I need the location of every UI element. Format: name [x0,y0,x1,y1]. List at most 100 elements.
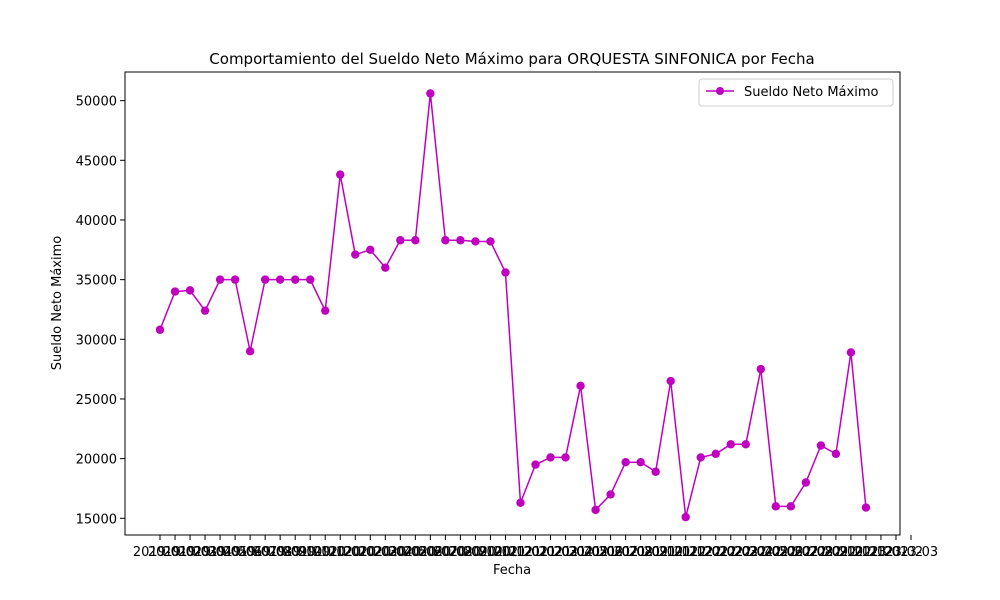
y-tick-label: 30000 [76,333,117,348]
x-tick-label: 2020-02 [328,545,382,560]
x-tick-label: 2021-10 [628,545,682,560]
data-point [170,287,180,296]
data-point [591,505,600,515]
legend: Sueldo Neto Máximo [698,78,894,107]
data-point [786,502,796,511]
data-point [861,503,871,512]
x-tick-label: 2022-09 [794,545,848,560]
data-point [185,286,195,295]
data-point [456,236,465,245]
data-point [651,467,660,476]
data-point [666,376,675,386]
legend-marker-swatch [716,87,724,95]
y-axis: 15000 20000 25000 30000 35000 40000 45000 50000 [76,95,125,527]
data-point [321,306,330,315]
data-point [290,275,300,284]
x-tick-label: 2021-04 [538,545,592,560]
data-point [801,478,811,487]
data-point [816,441,826,450]
data-point [260,275,270,284]
x-tick-label: 2021-09 [613,545,667,560]
x-tick-label: 2021-07 [583,545,637,560]
x-tick-label: 2021-12 [659,545,713,560]
x-tick-label: 2019-06 [208,545,262,560]
data-point [501,268,510,277]
x-tick-label: 2022-11 [824,545,878,560]
x-tick-label: 2020-10 [448,545,502,560]
data-point [200,306,210,315]
axes-frame [124,71,901,536]
data-point [215,275,225,284]
x-tick-label: 2019-11 [283,545,337,560]
x-tick-label: 2019-07 [223,545,277,560]
x-tick-label: 2019-01 [133,545,187,560]
data-point [621,458,630,467]
data-point [711,449,720,459]
data-point [396,236,405,245]
chart-title: Comportamiento del Sueldo Neto Máximo pa… [209,50,814,68]
data-point [471,237,480,246]
x-tick-label: 2020-12 [478,545,532,560]
x-tick-label: 2019-04 [178,545,232,560]
data-point [351,250,360,259]
data-point [230,275,240,284]
x-tick-label: 2019-08 [238,545,292,560]
x-tick-label: 2020-06 [388,545,442,560]
data-point [155,325,165,334]
data-point [696,453,705,462]
x-axis: 2019-012019-022019-032019-042019-052019-… [133,535,938,560]
y-tick-label: 40000 [76,214,117,229]
x-tick-label: 2022-02 [689,545,743,560]
x-tick-label: 2022-12 [839,545,893,560]
y-tick-label: 15000 [76,512,117,527]
y-tick-label: 25000 [76,393,117,408]
x-tick-label: 2020-01 [313,545,367,560]
data-point [336,170,345,179]
x-tick-label: 2019-02 [148,545,202,560]
x-tick-label: 2019-10 [268,545,322,560]
data-point [245,347,255,356]
data-point [636,458,645,467]
x-tick-label: 2021-03 [523,545,577,560]
x-tick-label: 2020-11 [463,545,517,560]
x-tick-label: 2021-01 [493,545,547,560]
x-tick-label: 2022-04 [719,545,773,560]
x-tick-label: 2023-03 [884,545,938,560]
x-tick-label: 2023-02 [869,545,923,560]
data-point [486,237,495,246]
data-point [681,512,690,522]
legend-label: Sueldo Neto Máximo [744,85,878,100]
x-tick-label: 2021-11 [644,545,698,560]
data-point [516,498,525,507]
x-tick-label: 2020-07 [403,545,457,560]
x-tick-label: 2022-08 [779,545,833,560]
x-tick-label: 2020-04 [358,545,412,560]
y-axis-label: Sueldo Neto Máximo [50,236,65,370]
legend-box [698,78,894,107]
data-point [576,381,585,391]
x-tick-label: 2022-05 [734,545,788,560]
y-tick-label: 45000 [76,154,117,169]
x-tick-label: 2022-03 [704,545,758,560]
data-point [741,440,750,449]
data-point [366,245,375,255]
x-tick-label: 2022-01 [674,545,728,560]
data-point [275,275,285,284]
x-tick-label: 2021-05 [553,545,607,560]
data-point [831,449,841,459]
y-tick-label: 50000 [76,95,117,110]
x-tick-label: 2020-05 [373,545,427,560]
x-tick-label: 2019-05 [193,545,247,560]
data-point [306,275,315,284]
x-tick-label: 2019-09 [253,545,307,560]
x-tick-label: 2020-09 [433,545,487,560]
data-point [531,460,540,469]
data-point [411,236,420,245]
data-point [846,348,856,357]
x-tick-label: 2022-06 [749,545,803,560]
plot-area [155,89,871,522]
x-axis-label: Fecha [493,563,531,578]
x-tick-label: 2022-07 [764,545,818,560]
x-tick-label: 2022-10 [809,545,863,560]
